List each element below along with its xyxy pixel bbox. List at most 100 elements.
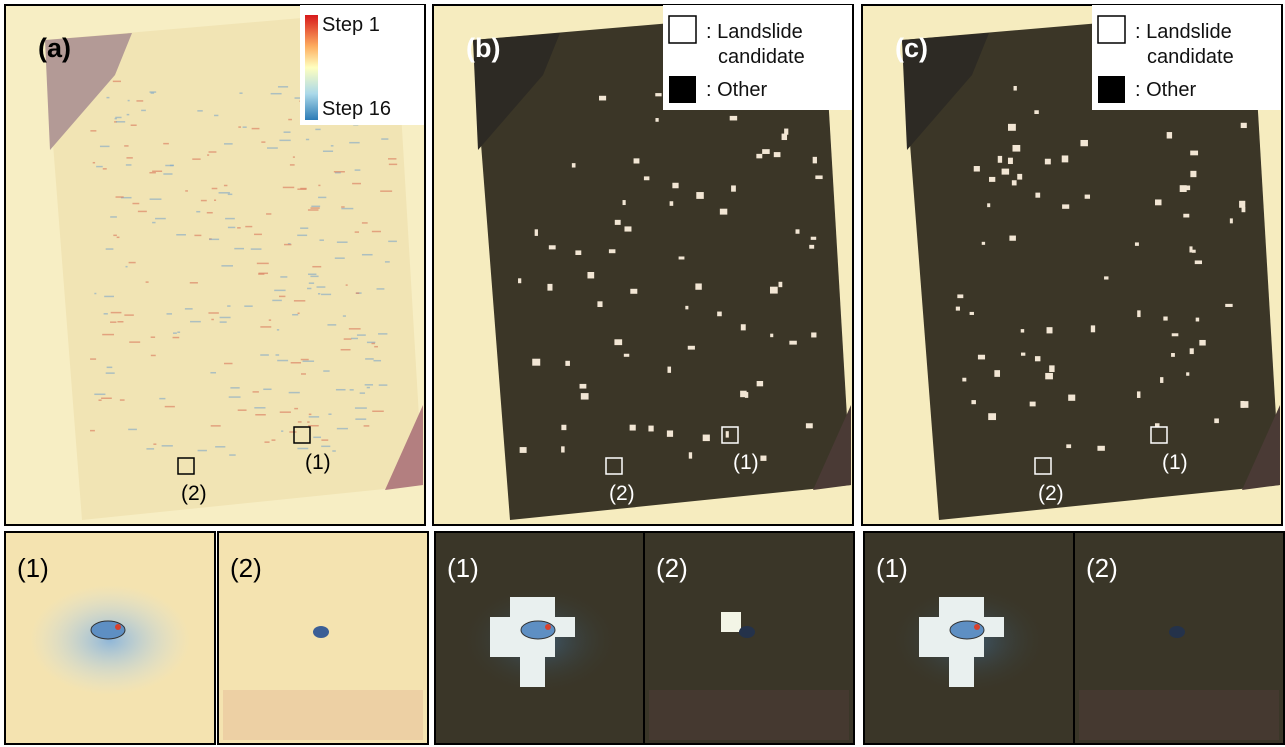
speckle (177, 331, 180, 333)
speckle (303, 360, 315, 362)
speckle (313, 437, 321, 439)
candidate-spot (561, 425, 566, 430)
speckle (297, 235, 307, 237)
speckle (269, 319, 271, 321)
candidate-spot (572, 163, 576, 167)
site-label: (2) (609, 483, 635, 504)
speckle (167, 313, 173, 315)
candidate-spot (796, 229, 800, 233)
speckle (341, 349, 351, 351)
speckle (117, 237, 120, 239)
speckle (129, 341, 140, 343)
speckle (113, 81, 121, 83)
candidate-spot (978, 355, 985, 360)
speckle (146, 281, 149, 283)
speckle (312, 266, 321, 268)
speckle (323, 150, 333, 152)
speckle (327, 324, 336, 326)
speckle (238, 409, 247, 411)
speckle (110, 216, 117, 218)
candidate-spot (1172, 333, 1179, 336)
candidate-spot (762, 149, 770, 154)
candidate-spot (672, 183, 678, 188)
landslide (521, 621, 555, 639)
figure-graphics (0, 0, 1285, 747)
speckle (355, 418, 366, 420)
speckle (151, 92, 155, 94)
panel-label: (a) (38, 35, 71, 62)
speckle (337, 241, 348, 243)
speckle (219, 192, 230, 194)
candidate-spot (1035, 193, 1040, 198)
candidate-spot (813, 157, 817, 164)
candidate-spot (655, 118, 658, 122)
speckle (323, 370, 329, 372)
inset-label: (2) (656, 555, 688, 581)
speckle (229, 454, 235, 456)
candidate-spot (1045, 373, 1053, 379)
candidate-spot (1030, 402, 1036, 407)
speckle (106, 97, 109, 99)
candidate-spot (1045, 159, 1051, 165)
speckle (258, 273, 268, 275)
candidate-spot (1160, 377, 1163, 383)
speckle (234, 248, 244, 250)
speckle (271, 93, 282, 95)
candidate-spot (609, 249, 616, 253)
speckle (288, 119, 292, 121)
candidate-spot (1062, 155, 1069, 162)
candidate-spot (1163, 317, 1167, 321)
speckle (306, 139, 309, 141)
candidate-spot (648, 426, 653, 432)
candidate-spot (1012, 145, 1020, 152)
speckle (355, 169, 361, 171)
speckle (198, 450, 207, 452)
candidate-spot (1034, 110, 1038, 114)
speckle (321, 439, 328, 441)
speckle (308, 209, 319, 211)
candidate-spot (1183, 214, 1189, 218)
speckle (212, 188, 218, 190)
speckle (373, 360, 381, 362)
candidate-spot (630, 425, 636, 431)
speckle (307, 288, 311, 290)
legend-label: : Other (706, 80, 767, 100)
speckle (116, 121, 125, 123)
speckle (291, 362, 301, 364)
speckle (152, 222, 155, 224)
candidate-spot (760, 456, 766, 461)
candidate-spot (1035, 356, 1040, 361)
candidate-spot (1186, 372, 1189, 375)
speckle (230, 387, 239, 389)
candidate-spot (644, 176, 649, 180)
speckle (110, 321, 116, 323)
candidate-spot (580, 384, 587, 389)
speckle (349, 142, 359, 144)
candidate-spot (1239, 201, 1245, 208)
speckle (294, 300, 305, 302)
candidate-spot (565, 361, 570, 366)
speckle (106, 248, 114, 250)
speckle (159, 398, 165, 400)
candidate-spot (1137, 310, 1140, 317)
candidate-spot (1167, 132, 1172, 138)
legend-label: Step 1 (322, 15, 380, 35)
colorbar (305, 15, 318, 120)
speckle (192, 158, 200, 160)
speckle (239, 92, 242, 94)
speckle (252, 128, 260, 130)
landslide (313, 626, 329, 638)
speckle (294, 408, 298, 410)
candidate-spot (1047, 327, 1053, 333)
candidate-spot (597, 301, 602, 307)
inset-streaks (1079, 690, 1279, 740)
candidate-spot (811, 237, 816, 240)
speckle (107, 367, 113, 369)
candidate-spot (770, 334, 773, 338)
speckle (309, 282, 314, 284)
speckle (352, 183, 361, 185)
speckle (113, 235, 117, 237)
candidate-spot (1017, 174, 1022, 180)
candidate-spot (982, 242, 985, 245)
candidate-spot (757, 381, 763, 386)
